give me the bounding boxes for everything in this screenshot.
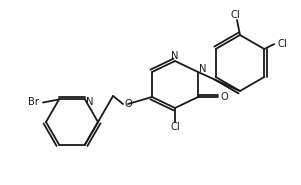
Text: O: O [124,99,132,109]
Text: Cl: Cl [230,10,240,20]
Text: N: N [199,64,207,74]
Text: N: N [171,51,179,61]
Text: Cl: Cl [278,39,287,49]
Text: Cl: Cl [170,122,180,132]
Text: Br: Br [27,97,39,107]
Text: N: N [86,97,94,107]
Text: O: O [220,92,228,102]
